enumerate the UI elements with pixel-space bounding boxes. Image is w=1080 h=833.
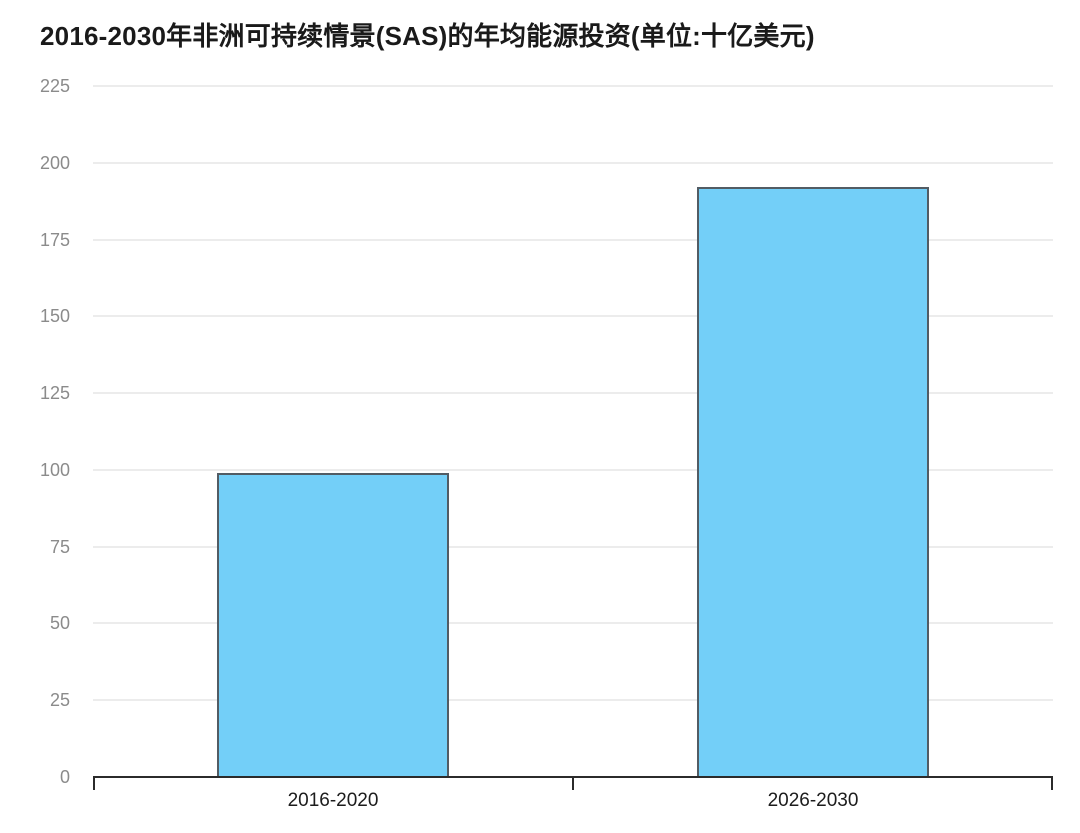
bar-2026-2030 <box>696 187 930 777</box>
gridline-100 <box>93 468 1053 471</box>
y-axis-tick-label: 125 <box>39 383 70 404</box>
chart-title: 2016-2030年非洲可持续情景(SAS)的年均能源投资(单位:十亿美元) <box>40 21 815 51</box>
y-axis-tick-label: 50 <box>49 613 70 634</box>
x-axis-tick-label: 2026-2030 <box>767 790 859 811</box>
y-axis-tick-label: 75 <box>49 536 70 557</box>
x-axis-tick-mark <box>572 777 574 790</box>
gridline-175 <box>93 238 1053 241</box>
x-axis-labels: 2016-2020 2026-2030 <box>93 789 1053 815</box>
y-axis-tick-label: 150 <box>39 306 70 327</box>
gridline-25 <box>93 699 1053 702</box>
gridline-125 <box>93 392 1053 395</box>
x-axis-tick-mark <box>93 777 95 790</box>
y-axis-tick-label: 100 <box>39 459 70 480</box>
y-axis-tick-label: 25 <box>49 690 70 711</box>
x-axis-tick-mark <box>1051 777 1053 790</box>
gridline-50 <box>93 622 1053 625</box>
y-axis-tick-label: 200 <box>39 152 70 173</box>
bar-2016-2020 <box>216 472 450 777</box>
y-axis-labels: 0 25 50 75 100 125 150 175 200 225 <box>0 76 70 787</box>
y-axis-tick-label: 175 <box>39 229 70 250</box>
gridline-200 <box>93 161 1053 164</box>
y-axis-tick-label: 225 <box>39 76 70 96</box>
x-axis-tick-label: 2016-2020 <box>287 790 379 811</box>
gridline-75 <box>93 545 1053 548</box>
plot-area <box>93 85 1053 790</box>
gridline-225 <box>93 85 1053 87</box>
gridline-150 <box>93 315 1053 318</box>
y-axis-tick-label: 0 <box>59 767 70 787</box>
